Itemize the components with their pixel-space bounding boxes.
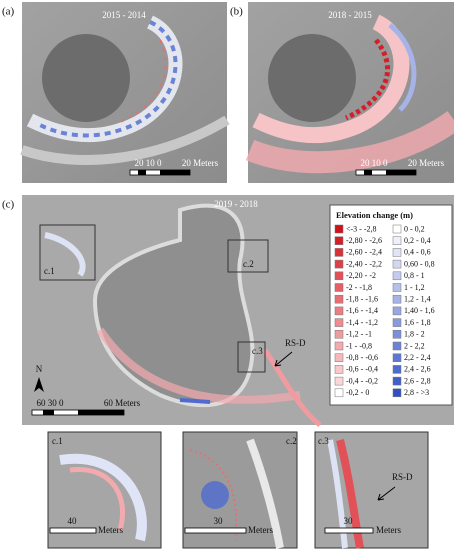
legend-swatch xyxy=(334,294,344,304)
legend-label: -1,8 - -1,6 xyxy=(346,295,378,304)
panel-b: (b) 2018 - 2015 20 10 0 20 Meters xyxy=(230,2,454,183)
legend-swatch xyxy=(334,365,344,374)
scale-number: 30 xyxy=(214,516,224,526)
legend-swatch xyxy=(392,330,402,339)
insets: c.1 40 Meters c.2 30 Meters c.3 RS-D 30 … xyxy=(47,431,429,549)
panel-label: (c) xyxy=(2,199,15,211)
legend-label: 2,2 - 2,4 xyxy=(404,353,431,362)
legend-label: 0,4 - 0,6 xyxy=(404,248,431,257)
legend-swatch xyxy=(334,259,344,269)
panel-label: (b) xyxy=(230,6,243,18)
legend-label: 2,6 - 2,8 xyxy=(404,376,431,385)
inset-label: c.3 xyxy=(318,436,329,446)
legend-swatch xyxy=(392,259,402,269)
legend-swatch xyxy=(392,365,402,374)
legend-label: 1,2 - 1,4 xyxy=(404,295,431,304)
panel-a: (a) 2015 - 2014 20 10 0 20 Meters xyxy=(2,2,230,183)
legend-title: Elevation change (m) xyxy=(336,210,413,220)
legend-label: 1,6 - 1,8 xyxy=(404,318,431,327)
scale-number: 30 xyxy=(344,516,354,526)
legend-label: -1,4 - -1,2 xyxy=(346,318,378,327)
legend-label: 0,60 - 0,8 xyxy=(404,259,435,268)
legend-swatch xyxy=(392,283,402,292)
legend-label: 1,8 - 2 xyxy=(404,330,425,339)
legend-label: -2 - -1,8 xyxy=(346,283,372,292)
legend-label: 1 - 1,2 xyxy=(404,283,425,292)
legend-label: -2,20 - -2 xyxy=(346,271,376,280)
box-label: c.2 xyxy=(243,259,254,269)
legend-label: 2 - 2,2 xyxy=(404,341,425,350)
legend-label: 2,4 - 2,6 xyxy=(404,365,431,374)
legend-swatch xyxy=(392,353,402,362)
legend-label: <-3 - -2,8 xyxy=(346,224,377,233)
legend-swatch xyxy=(392,341,402,351)
legend-label: 1,40 - 1,6 xyxy=(404,306,435,315)
legend-swatch xyxy=(334,224,344,234)
scale-numbers: 60 30 0 xyxy=(37,398,65,408)
legend-swatch xyxy=(334,341,344,351)
legend-swatch xyxy=(334,236,344,245)
legend-swatch xyxy=(392,271,402,281)
legend-swatch xyxy=(334,330,344,339)
box-label: c.3 xyxy=(252,346,263,356)
scale-number: 40 xyxy=(68,516,78,526)
legend-label: -0,4 - -0,2 xyxy=(346,376,378,385)
legend: Elevation change (m) <-3 - -2,8 -2,80 - -… xyxy=(329,204,453,406)
legend-swatch xyxy=(392,388,402,398)
legend-swatch xyxy=(334,283,344,292)
scale-unit: 20 Meters xyxy=(182,158,219,168)
panel-title: 2019 - 2018 xyxy=(214,199,258,209)
legend-swatch xyxy=(334,306,344,316)
legend-swatch xyxy=(334,318,344,327)
box-label: c.1 xyxy=(44,266,55,276)
legend-swatch xyxy=(392,248,402,257)
panel-label: (a) xyxy=(2,6,15,18)
legend-label: -1,2 - -1 xyxy=(346,330,372,339)
legend-swatch xyxy=(392,224,402,234)
legend-swatch xyxy=(392,236,402,245)
inset-label: c.2 xyxy=(286,436,297,446)
scale-unit: 20 Meters xyxy=(408,158,445,168)
legend-swatch xyxy=(334,271,344,281)
legend-swatch xyxy=(334,388,344,398)
legend-label: 0,8 - 1 xyxy=(404,271,425,280)
legend-label: -1 - -0,8 xyxy=(346,341,372,350)
legend-swatch xyxy=(334,376,344,386)
legend-label: -0,2 - 0 xyxy=(346,388,369,397)
scale-unit: 60 Meters xyxy=(104,398,141,408)
legend-label: -2,40 - -2,2 xyxy=(346,259,382,268)
panel-c: (c) c.1 c.2 c.3 RS-D 2019 - 2018 N 60 30… xyxy=(2,195,454,427)
legend-label: 0 - 0,2 xyxy=(404,224,425,233)
scale-unit: Meters xyxy=(98,525,123,535)
panel-title: 2018 - 2015 xyxy=(328,10,372,20)
legend-label: -1,6 - -1,4 xyxy=(346,306,378,315)
pointer-label: RS-D xyxy=(285,338,306,348)
legend-label: 2,8 - >3 xyxy=(404,388,429,397)
pointer-label: RS-D xyxy=(392,472,413,482)
legend-label: -2,80 - -2,6 xyxy=(346,236,382,245)
legend-label: -2,60 - -2,4 xyxy=(346,248,382,257)
legend-swatch xyxy=(392,294,402,304)
legend-swatch xyxy=(392,376,402,386)
north-label: N xyxy=(36,364,43,374)
legend-swatch xyxy=(334,248,344,257)
legend-swatch xyxy=(392,306,402,316)
legend-swatch xyxy=(392,318,402,327)
legend-swatch xyxy=(334,353,344,362)
scale-numbers: 20 10 0 xyxy=(135,158,163,168)
legend-label: -0,8 - -0,6 xyxy=(346,353,378,362)
scale-numbers: 20 10 0 xyxy=(361,158,389,168)
inset-label: c.1 xyxy=(52,436,63,446)
panel-title: 2015 - 2014 xyxy=(102,10,146,20)
scale-unit: Meters xyxy=(248,525,273,535)
legend-label: 0,2 - 0,4 xyxy=(404,236,431,245)
legend-label: -0,6 - -0,4 xyxy=(346,365,378,374)
scale-unit: Meters xyxy=(376,525,401,535)
